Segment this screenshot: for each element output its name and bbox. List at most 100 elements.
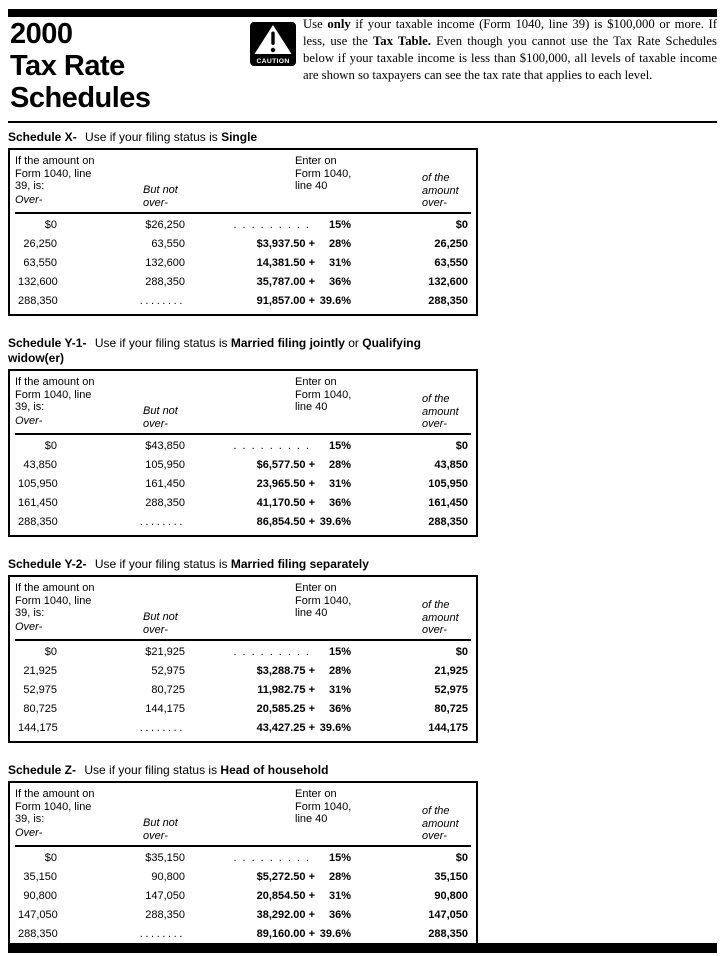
table-row: 26,250 63,550 $3,937.50 + 28% 26,250: [18, 235, 468, 254]
header-line: Form 1040, line: [15, 594, 92, 607]
schedules-container: Schedule X- Use if your filing status is…: [8, 130, 478, 949]
table-header: If the amount on Form 1040, line 39, is:…: [10, 150, 476, 212]
col-but-not-over-header: But not over-: [143, 405, 178, 430]
schedule-label: Schedule Y-1-: [8, 336, 87, 350]
cell-over: $0: [44, 646, 57, 658]
over-label: Over-: [15, 414, 43, 427]
header-line: Enter on: [295, 582, 337, 594]
cell-of-amount-over: 161,450: [428, 497, 468, 509]
cell-base-tax: 35,787.00 +: [256, 276, 315, 288]
table-row: $0 $43,850 ......... 15% $0: [18, 437, 468, 456]
cell-base-tax: 89,160.00 +: [256, 928, 315, 940]
cell-rate: 36%: [328, 909, 351, 921]
cell-of-amount-over: 21,925: [434, 665, 468, 677]
cell-but-not-over: $35,150: [145, 852, 185, 864]
cell-of-amount-over: $0: [455, 646, 468, 658]
header-line: of the: [422, 393, 450, 405]
table-header-rule: [15, 433, 471, 435]
cell-base-tax: .........: [233, 646, 315, 658]
cell-base-tax: 38,292.00 +: [256, 909, 315, 921]
col-of-amount-over-header: of the amount over-: [422, 599, 459, 637]
cell-but-not-over: ........: [139, 516, 185, 528]
header-line: over-: [143, 623, 168, 636]
header-line: Form 1040, line: [15, 167, 92, 180]
col-but-not-over-header: But not over-: [143, 611, 178, 636]
cell-base-tax: 41,170.50 +: [256, 497, 315, 509]
header-line: over-: [143, 417, 168, 430]
cell-of-amount-over: 147,050: [428, 909, 468, 921]
table-rows: $0 $43,850 ......... 15% $0 43,850 105,9…: [10, 435, 476, 535]
header-line: Form 1040, line: [15, 800, 92, 813]
table-row: 52,975 80,725 11,982.75 + 31% 52,975: [18, 681, 468, 700]
cell-rate: 36%: [328, 497, 351, 509]
cell-rate: 31%: [328, 684, 351, 696]
cell-of-amount-over: 132,600: [428, 276, 468, 288]
col-enter-on-header: Enter on Form 1040, line 40: [295, 788, 351, 826]
cell-of-amount-over: $0: [455, 440, 468, 452]
col-of-amount-over-header: of the amount over-: [422, 172, 459, 210]
header-line: over-: [422, 197, 447, 209]
over-label: Over-: [15, 193, 43, 206]
header-line: If the amount on: [15, 376, 95, 388]
schedule-joiner: or: [348, 336, 359, 350]
cell-of-amount-over: 105,950: [428, 478, 468, 490]
schedule-table: If the amount on Form 1040, line 39, is:…: [8, 575, 478, 743]
table-header: If the amount on Form 1040, line 39, is:…: [10, 577, 476, 639]
header-line: Form 1040, line: [15, 388, 92, 401]
cell-over: $0: [44, 852, 57, 864]
col-amount-header: If the amount on Form 1040, line 39, is:…: [15, 376, 95, 427]
cell-of-amount-over: 80,725: [434, 703, 468, 715]
notice-bold-tax-table: Tax Table.: [373, 34, 431, 48]
cell-but-not-over: 144,175: [145, 703, 185, 715]
cell-but-not-over: 90,800: [151, 871, 185, 883]
cell-base-tax: 20,854.50 +: [256, 890, 315, 902]
cell-but-not-over: 63,550: [151, 238, 185, 250]
cell-of-amount-over: $0: [455, 219, 468, 231]
header-line: 39, is:: [15, 401, 45, 413]
cell-over: 288,350: [18, 516, 58, 528]
schedule-heading: Schedule X- Use if your filing status is…: [8, 130, 478, 145]
filing-status: Head of household: [220, 763, 329, 777]
cell-base-tax: .........: [233, 852, 315, 864]
cell-base-tax: .........: [233, 219, 315, 231]
cell-base-tax: 23,965.50 +: [256, 478, 315, 490]
header-line: Form 1040,: [295, 594, 352, 607]
table-header: If the amount on Form 1040, line 39, is:…: [10, 371, 476, 433]
title-line-2: Tax Rate: [10, 50, 125, 82]
cell-over: $0: [44, 440, 57, 452]
filing-status: Married filing separately: [230, 557, 369, 571]
table-row: 105,950 161,450 23,965.50 + 31% 105,950: [18, 475, 468, 494]
cell-but-not-over: 80,725: [151, 684, 185, 696]
cell-of-amount-over: 63,550: [434, 257, 468, 269]
cell-rate: 36%: [328, 703, 351, 715]
header-line: amount: [422, 611, 459, 624]
cell-over: 288,350: [18, 928, 58, 940]
cell-rate: 28%: [328, 459, 351, 471]
schedule-section: Schedule X- Use if your filing status is…: [8, 130, 478, 316]
header-line: Form 1040,: [295, 388, 352, 401]
col-enter-on-header: Enter on Form 1040, line 40: [295, 582, 351, 620]
col-of-amount-over-header: of the amount over-: [422, 393, 459, 431]
header-line: over-: [422, 830, 447, 842]
cell-rate: 31%: [328, 890, 351, 902]
table-row: 161,450 288,350 41,170.50 + 36% 161,450: [18, 494, 468, 513]
header-line: over-: [422, 418, 447, 430]
cell-but-not-over: 288,350: [145, 909, 185, 921]
header-line: amount: [422, 184, 459, 197]
table-header: If the amount on Form 1040, line 39, is:…: [10, 783, 476, 845]
cell-rate: 15%: [328, 219, 351, 231]
caution-label: CAUTION: [256, 58, 289, 65]
header-line: line 40: [295, 607, 328, 619]
table-row: 144,175 ........ 43,427.25 + 39.6% 144,1…: [18, 719, 468, 738]
header-line: If the amount on: [15, 788, 95, 800]
cell-rate: 28%: [328, 665, 351, 677]
col-but-not-over-header: But not over-: [143, 817, 178, 842]
header-line: If the amount on: [15, 155, 95, 167]
header-line: But not: [143, 184, 178, 196]
filing-status: Married filing jointly: [230, 336, 345, 350]
table-header-rule: [15, 845, 471, 847]
cell-over: 63,550: [23, 257, 57, 269]
cell-but-not-over: $43,850: [145, 440, 185, 452]
top-rule-bar: [8, 9, 717, 17]
schedule-description: Use if your filing status is: [84, 763, 218, 777]
